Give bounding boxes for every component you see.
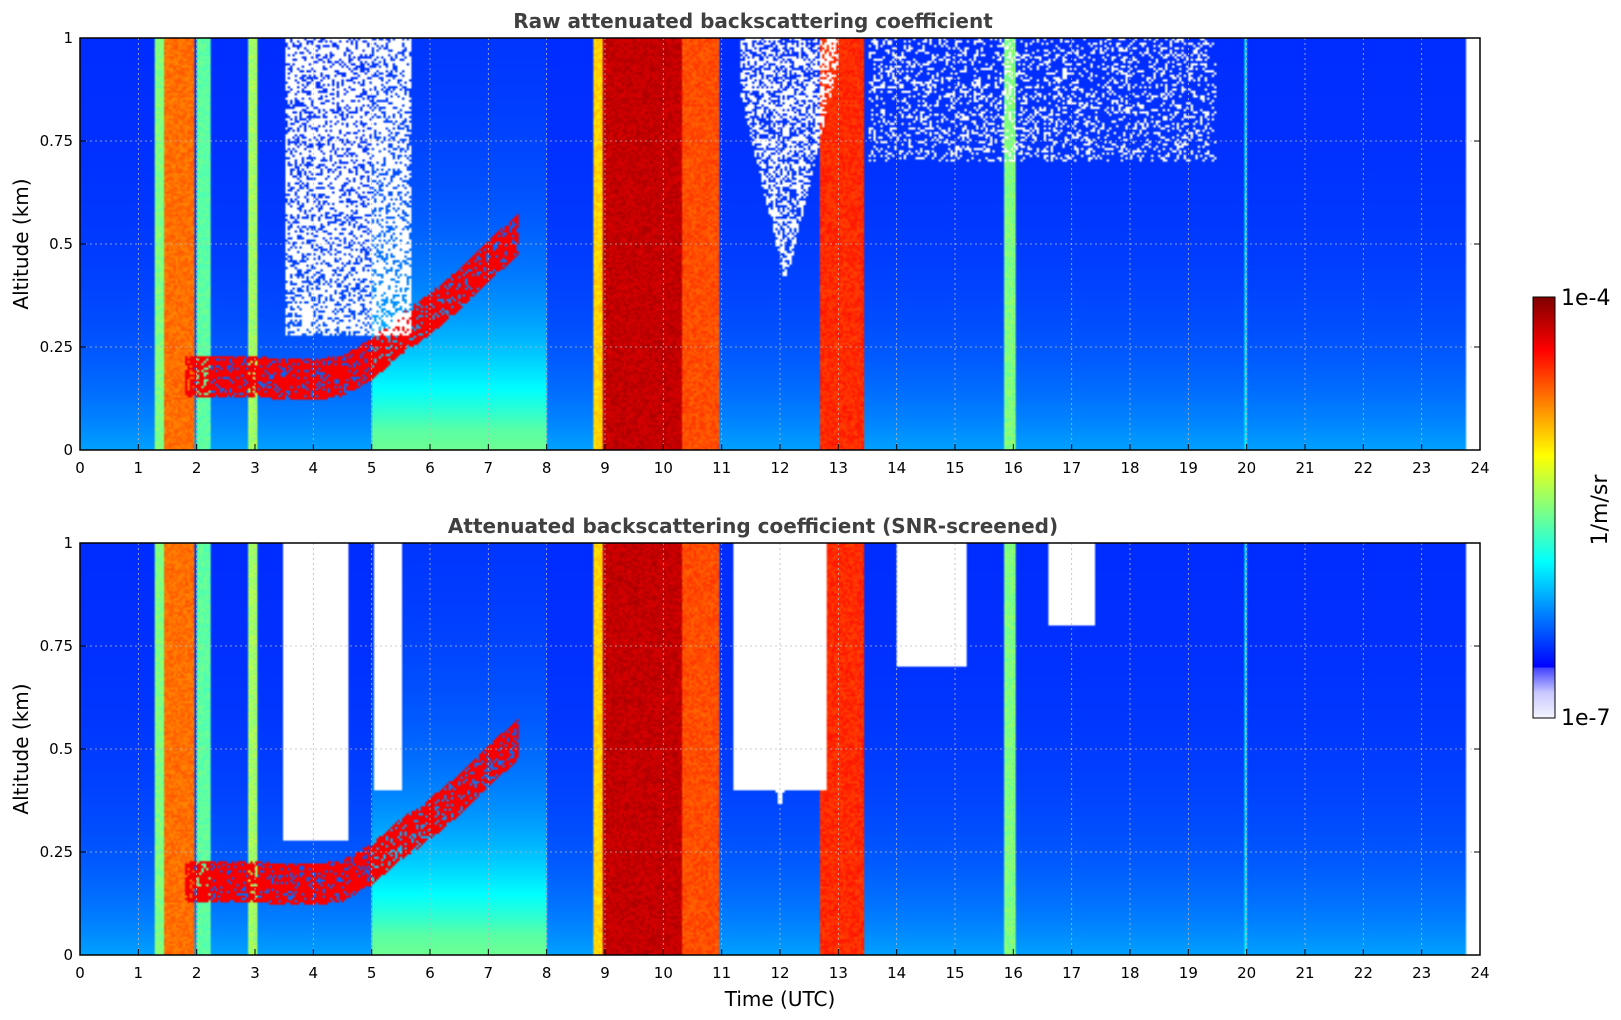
x-tick-label: 11 bbox=[712, 459, 731, 477]
x-axis-label: Time (UTC) bbox=[724, 987, 836, 1011]
x-tick-label: 2 bbox=[192, 964, 202, 982]
x-tick-label: 9 bbox=[600, 459, 610, 477]
x-tick-label: 16 bbox=[1004, 459, 1023, 477]
colorbar-units-label: 1/m/sr bbox=[1588, 474, 1613, 546]
y-tick-label: 1 bbox=[63, 29, 73, 47]
y-tick-label: 0.5 bbox=[49, 235, 73, 253]
x-tick-label: 24 bbox=[1470, 459, 1489, 477]
y-tick-label: 0 bbox=[63, 441, 73, 459]
x-tick-label: 18 bbox=[1120, 964, 1139, 982]
y-ticks-raw: 0 0.25 0.5 0.75 1 bbox=[40, 29, 1480, 459]
colorbar-scale bbox=[1532, 296, 1556, 719]
y-tick-label: 0.5 bbox=[49, 740, 73, 758]
x-tick-label: 9 bbox=[600, 964, 610, 982]
x-tick-label: 17 bbox=[1062, 459, 1081, 477]
y-tick-label: 0.25 bbox=[40, 843, 73, 861]
x-ticks-screened: 0 1 2 3 4 5 6 7 8 9 10 11 12 13 14 15 16 17 18 19 20 21 22 23 24 bbox=[75, 949, 1490, 982]
x-tick-label: 16 bbox=[1004, 964, 1023, 982]
x-tick-label: 23 bbox=[1412, 459, 1431, 477]
x-tick-label: 3 bbox=[250, 964, 260, 982]
grid-screened bbox=[80, 543, 1480, 955]
x-tick-label: 24 bbox=[1470, 964, 1489, 982]
x-tick-label: 18 bbox=[1120, 459, 1139, 477]
x-tick-label: 13 bbox=[829, 964, 848, 982]
x-tick-label: 14 bbox=[887, 964, 906, 982]
x-tick-label: 23 bbox=[1412, 964, 1431, 982]
x-tick-label: 19 bbox=[1179, 459, 1198, 477]
x-tick-label: 19 bbox=[1179, 964, 1198, 982]
x-tick-label: 22 bbox=[1354, 459, 1373, 477]
x-tick-label: 0 bbox=[75, 964, 85, 982]
y-axis-label-screened: Altitude (km) bbox=[9, 683, 33, 814]
x-tick-label: 7 bbox=[484, 964, 494, 982]
panel-raw: Raw attenuated backscattering coefficien… bbox=[9, 9, 1490, 477]
y-tick-label: 0.25 bbox=[40, 338, 73, 356]
x-tick-label: 13 bbox=[829, 459, 848, 477]
x-tick-label: 4 bbox=[309, 459, 319, 477]
colorbar-min-label: 1e-7 bbox=[1561, 706, 1610, 731]
x-tick-label: 15 bbox=[945, 459, 964, 477]
x-tick-label: 17 bbox=[1062, 964, 1081, 982]
x-tick-label: 21 bbox=[1295, 459, 1314, 477]
panel-screened: Attenuated backscattering coefficient (S… bbox=[9, 514, 1490, 1011]
x-tick-label: 3 bbox=[250, 459, 260, 477]
colorbar: 1e-4 1e-7 1/m/sr bbox=[1532, 286, 1613, 731]
x-tick-label: 5 bbox=[367, 459, 377, 477]
panel-screened-title: Attenuated backscattering coefficient (S… bbox=[448, 514, 1058, 538]
x-tick-label: 10 bbox=[654, 459, 673, 477]
panel-raw-title: Raw attenuated backscattering coefficien… bbox=[513, 9, 993, 33]
x-ticks-raw: 0 1 2 3 4 5 6 7 8 9 10 11 12 13 14 15 16 17 18 19 20 21 22 23 24 bbox=[75, 444, 1490, 477]
x-tick-label: 1 bbox=[134, 964, 144, 982]
x-tick-label: 12 bbox=[770, 964, 789, 982]
x-tick-label: 22 bbox=[1354, 964, 1373, 982]
x-tick-label: 21 bbox=[1295, 964, 1314, 982]
x-tick-label: 20 bbox=[1237, 964, 1256, 982]
x-tick-label: 0 bbox=[75, 459, 85, 477]
x-tick-label: 20 bbox=[1237, 459, 1256, 477]
y-ticks-screened: 0 0.25 0.5 0.75 1 bbox=[40, 534, 1480, 964]
x-tick-label: 14 bbox=[887, 459, 906, 477]
x-tick-label: 8 bbox=[542, 459, 552, 477]
x-tick-label: 1 bbox=[134, 459, 144, 477]
x-tick-label: 11 bbox=[712, 964, 731, 982]
x-tick-label: 5 bbox=[367, 964, 377, 982]
y-tick-label: 0.75 bbox=[40, 637, 73, 655]
x-tick-label: 15 bbox=[945, 964, 964, 982]
x-tick-label: 8 bbox=[542, 964, 552, 982]
x-tick-label: 4 bbox=[309, 964, 319, 982]
x-tick-label: 6 bbox=[425, 964, 435, 982]
grid-raw bbox=[80, 38, 1480, 450]
colorbar-max-label: 1e-4 bbox=[1561, 286, 1610, 311]
y-axis-label-raw: Altitude (km) bbox=[9, 178, 33, 309]
x-tick-label: 10 bbox=[654, 964, 673, 982]
x-tick-label: 12 bbox=[770, 459, 789, 477]
y-tick-label: 0.75 bbox=[40, 132, 73, 150]
x-tick-label: 7 bbox=[484, 459, 494, 477]
y-tick-label: 0 bbox=[63, 946, 73, 964]
y-tick-label: 1 bbox=[63, 534, 73, 552]
x-tick-label: 6 bbox=[425, 459, 435, 477]
x-tick-label: 2 bbox=[192, 459, 202, 477]
